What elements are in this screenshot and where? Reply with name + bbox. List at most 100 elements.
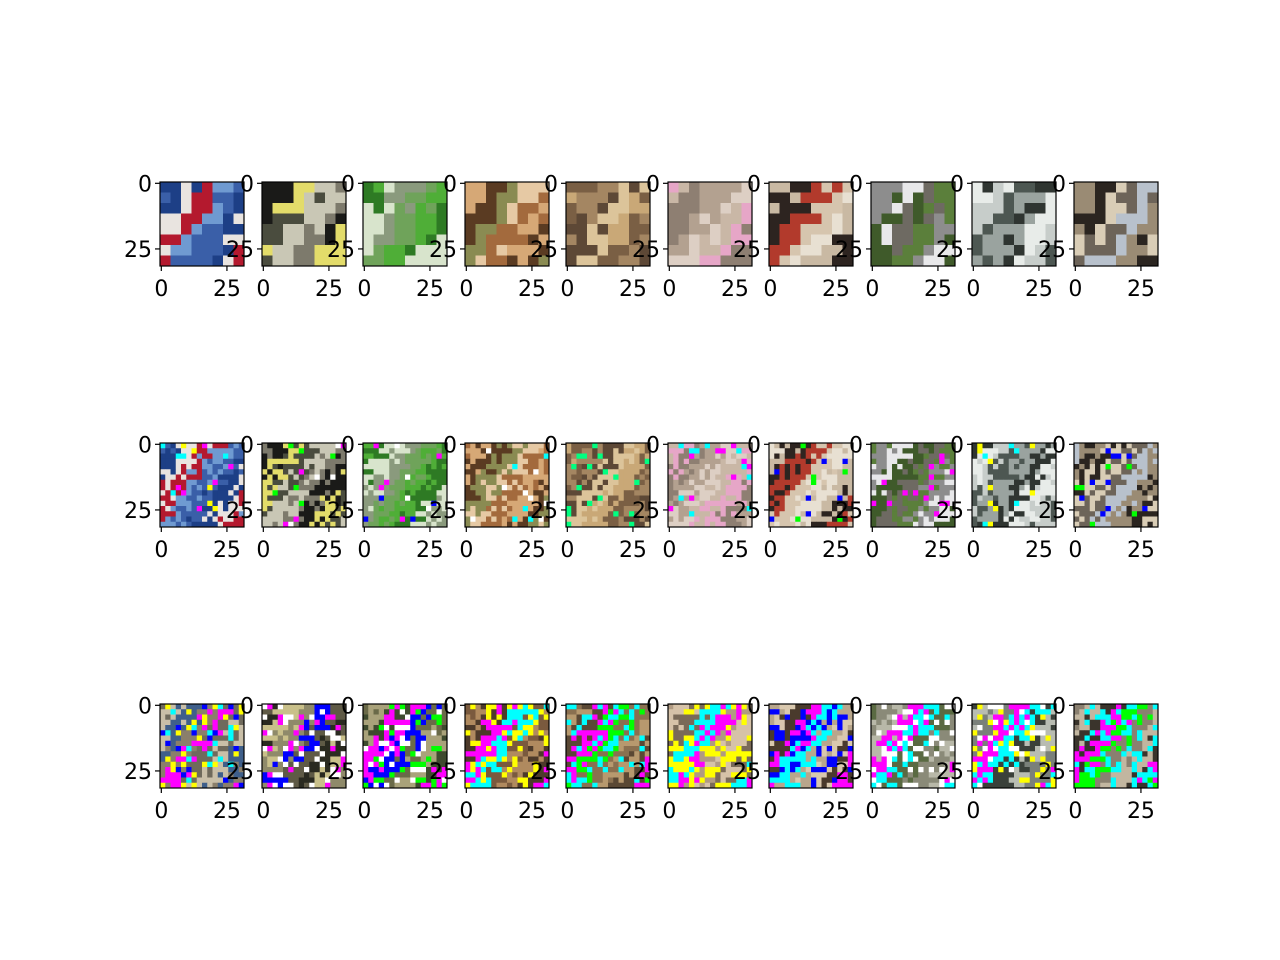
image-pixels xyxy=(160,443,245,528)
y-tick-label: 0 xyxy=(849,433,863,458)
y-tick-label: 0 xyxy=(747,172,761,197)
y-tick-label: 0 xyxy=(1052,433,1066,458)
image-pixels xyxy=(363,443,448,528)
panel-frame xyxy=(768,442,854,528)
x-tick-label: 25 xyxy=(416,277,444,302)
x-tick-label: 25 xyxy=(822,799,850,824)
panel-frame xyxy=(768,703,854,789)
y-tick-label: 0 xyxy=(341,172,355,197)
image-pixels xyxy=(262,182,347,267)
panel-frame xyxy=(464,442,550,528)
x-tick-label: 25 xyxy=(315,538,343,563)
image-pixels xyxy=(363,182,448,267)
image-pixels xyxy=(972,182,1057,267)
panel-frame xyxy=(1073,442,1159,528)
x-tick-label: 0 xyxy=(966,799,980,824)
y-tick-label: 0 xyxy=(646,694,660,719)
x-tick-label: 0 xyxy=(560,538,574,563)
y-tick-label: 0 xyxy=(544,172,558,197)
x-tick-label: 0 xyxy=(459,538,473,563)
image-pixels xyxy=(972,704,1057,789)
x-tick-label: 25 xyxy=(619,799,647,824)
x-tick-label: 0 xyxy=(966,277,980,302)
y-tick-label: 0 xyxy=(443,433,457,458)
x-tick-label: 25 xyxy=(822,538,850,563)
panel-frame xyxy=(261,181,347,267)
image-pixels xyxy=(1074,704,1159,789)
y-tick-label: 25 xyxy=(632,238,660,263)
y-tick-label: 25 xyxy=(1038,238,1066,263)
image-pixels xyxy=(1074,182,1159,267)
image-pixels xyxy=(566,704,651,789)
image-pixels xyxy=(668,443,753,528)
image-pixels xyxy=(566,182,651,267)
x-tick-label: 0 xyxy=(256,277,270,302)
x-tick-label: 0 xyxy=(154,538,168,563)
image-pixels xyxy=(465,704,550,789)
x-tick-label: 0 xyxy=(154,277,168,302)
x-tick-label: 0 xyxy=(1068,799,1082,824)
y-tick-label: 0 xyxy=(240,433,254,458)
panel-frame xyxy=(667,442,753,528)
panel-frame xyxy=(971,703,1057,789)
panel-frame xyxy=(464,703,550,789)
y-tick-label: 25 xyxy=(632,499,660,524)
y-tick-label: 0 xyxy=(849,694,863,719)
y-tick-label: 0 xyxy=(138,433,152,458)
x-tick-label: 0 xyxy=(357,799,371,824)
y-tick-label: 25 xyxy=(530,238,558,263)
y-tick-label: 25 xyxy=(835,760,863,785)
y-tick-label: 0 xyxy=(950,172,964,197)
x-tick-label: 0 xyxy=(1068,538,1082,563)
image-pixels xyxy=(363,704,448,789)
x-tick-label: 25 xyxy=(315,799,343,824)
panel-frame xyxy=(261,703,347,789)
panel-frame xyxy=(768,181,854,267)
y-tick-label: 25 xyxy=(733,499,761,524)
panel-frame xyxy=(870,181,956,267)
x-tick-label: 25 xyxy=(619,538,647,563)
panel-frame xyxy=(261,442,347,528)
y-tick-label: 25 xyxy=(226,760,254,785)
x-tick-label: 25 xyxy=(416,799,444,824)
panel-frame xyxy=(971,442,1057,528)
y-tick-label: 25 xyxy=(835,238,863,263)
y-tick-label: 0 xyxy=(138,694,152,719)
y-tick-label: 25 xyxy=(835,499,863,524)
y-tick-label: 0 xyxy=(747,433,761,458)
image-pixels xyxy=(1074,443,1159,528)
y-tick-label: 0 xyxy=(443,172,457,197)
y-tick-label: 25 xyxy=(530,760,558,785)
y-tick-label: 25 xyxy=(632,760,660,785)
x-tick-label: 0 xyxy=(1068,277,1082,302)
x-tick-label: 0 xyxy=(662,277,676,302)
x-tick-label: 0 xyxy=(560,277,574,302)
y-tick-label: 25 xyxy=(429,760,457,785)
y-tick-label: 0 xyxy=(1052,694,1066,719)
y-tick-label: 25 xyxy=(124,760,152,785)
panel-frame xyxy=(1073,703,1159,789)
x-tick-label: 0 xyxy=(865,799,879,824)
image-pixels xyxy=(465,182,550,267)
y-tick-label: 0 xyxy=(849,172,863,197)
image-pixels xyxy=(668,704,753,789)
panel-frame xyxy=(362,703,448,789)
image-pixels xyxy=(668,182,753,267)
image-pixels xyxy=(769,704,854,789)
x-tick-label: 25 xyxy=(822,277,850,302)
